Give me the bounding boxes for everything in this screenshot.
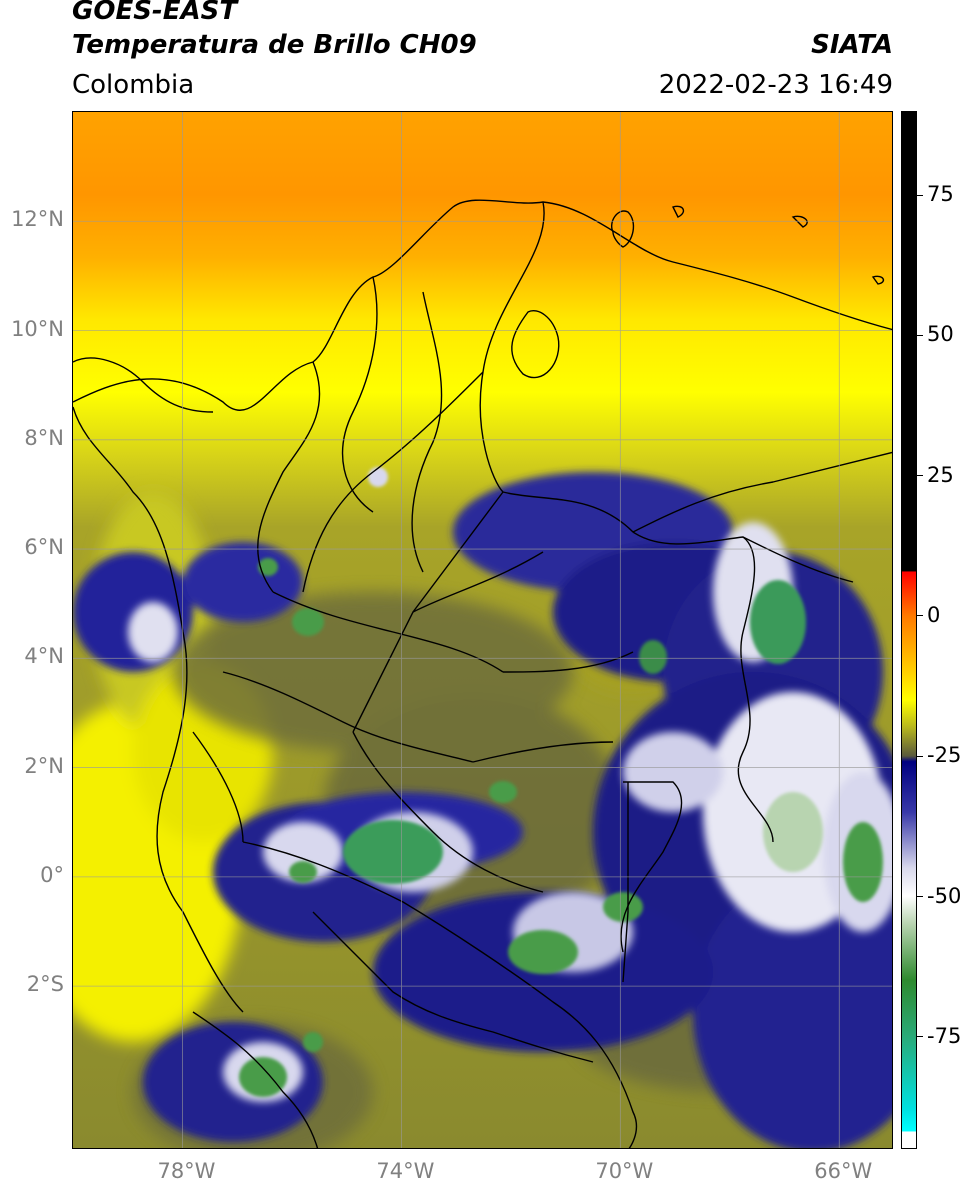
colorbar-tick-label: 0 [927,602,941,627]
latitude-tick-label: 2°N [24,753,64,778]
colorbar-tick-label: -50 [927,883,962,908]
coastlines-and-borders [73,199,892,1148]
colorbar-tick-mark [917,194,923,196]
region-label: Colombia [72,70,195,100]
latitude-tick-label: 10°N [11,316,64,341]
product-title: Temperatura de Brillo CH09 [72,30,477,60]
colorbar-tick-label: -25 [927,743,962,768]
latitude-tick-label: 2°S [26,972,64,997]
satellite-title: GOES-EAST [72,0,238,26]
latitude-tick-label: 8°N [24,425,64,450]
colorbar-tick-label: 25 [927,462,954,487]
latitude-tick-label: 4°N [24,644,64,669]
colorbar-tick-label: 50 [927,322,954,347]
longitude-tick-label: 70°W [595,1159,654,1183]
colorbar-tick-mark [917,896,923,897]
latitude-tick-label: 12°N [11,207,64,232]
organization-label: SIATA [811,30,893,60]
colorbar-tick-mark [917,615,923,617]
longitude-tick-label: 78°W [157,1159,216,1183]
latitude-tick-label: 6°N [24,535,64,560]
longitude-tick-label: 74°W [376,1159,435,1183]
colorbar [901,111,917,1149]
gridlines [73,112,892,1148]
colorbar-tick-mark [917,1036,923,1038]
colorbar-tick-mark [917,475,923,477]
colorbar-tick-mark [917,334,923,336]
latitude-tick-label: 0° [40,862,64,887]
brightness-temperature-image [73,112,892,1148]
satellite-map [72,111,893,1149]
coldest-cores [239,467,883,1097]
longitude-tick-label: 66°W [814,1159,873,1183]
colorbar-tick-mark [917,755,923,757]
colorbar-tick-label: 75 [927,182,954,207]
datetime-label: 2022-02-23 16:49 [658,70,893,100]
colorbar-tick-label: -75 [927,1023,962,1048]
